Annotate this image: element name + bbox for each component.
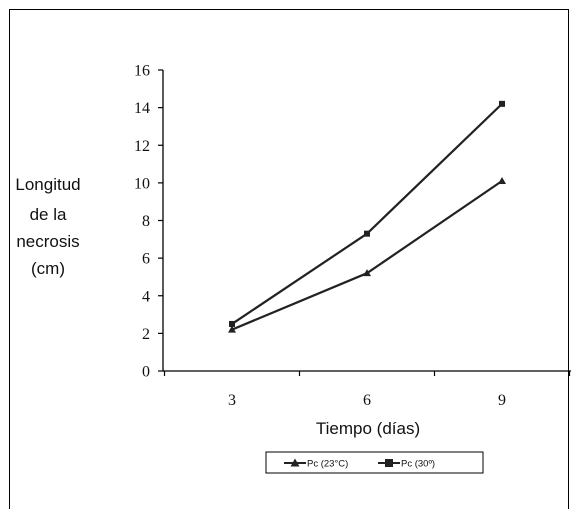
series-line-2: [231, 103, 503, 325]
series-line-1: [231, 180, 503, 331]
y-tick-label: 6: [142, 251, 150, 268]
y-tick-label: 4: [142, 288, 150, 305]
x-tick-label: 6: [363, 392, 371, 409]
y-tick-label: 14: [134, 100, 150, 117]
legend-marker-series-1: [290, 458, 300, 467]
axes: [158, 69, 571, 376]
data-point-triangle: [498, 176, 506, 184]
data-point-square: [229, 320, 235, 327]
data-point-triangle: [228, 325, 236, 333]
y-tick-label: 0: [142, 364, 150, 381]
data-point-triangle: [363, 269, 371, 277]
data-point-square: [499, 100, 505, 107]
legend-marker-series-2: [385, 459, 393, 467]
series-layer: [228, 100, 506, 333]
legend-label-series-2: Pc (30º): [401, 459, 435, 470]
x-axis-label: Tiempo (días): [316, 419, 420, 438]
chart-frame: [9, 9, 569, 509]
y-tick-label: 8: [142, 213, 150, 230]
y-axis-label-line-3: necrosis: [16, 232, 79, 251]
y-tick-label: 16: [134, 63, 150, 80]
y-axis-label-line-1: Longitud: [15, 175, 80, 194]
legend: Pc (23°C) Pc (30º): [265, 451, 484, 474]
x-tick-labels: 3 6 9: [228, 392, 506, 409]
y-axis-label: Longitud de la necrosis (cm): [15, 175, 80, 278]
y-tick-label: 10: [134, 175, 150, 192]
y-tick-label: 12: [134, 138, 150, 155]
x-tick-label: 3: [228, 392, 236, 409]
x-tick-label: 9: [498, 392, 506, 409]
y-tick-labels: 0 2 4 6 8 10 12 14 16: [134, 63, 150, 381]
data-point-square: [364, 230, 370, 237]
y-axis-label-line-4: (cm): [31, 259, 65, 278]
legend-box: [265, 451, 484, 474]
y-tick-label: 2: [142, 326, 150, 343]
legend-label-series-1: Pc (23°C): [307, 459, 348, 470]
y-axis-label-line-2: de la: [30, 205, 67, 224]
